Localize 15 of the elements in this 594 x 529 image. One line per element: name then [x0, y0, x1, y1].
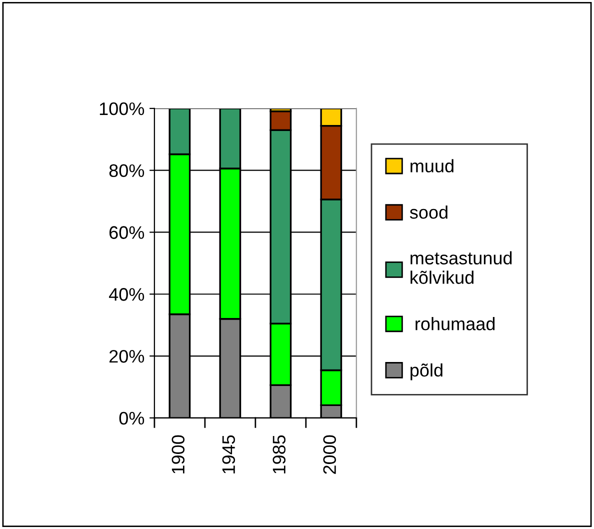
x-tick-label: 2000 [323, 435, 336, 474]
x-tick-label: 1985 [272, 435, 286, 474]
legend-label: sood [410, 206, 448, 219]
y-tick-label: 80% [109, 164, 144, 178]
y-tick-label: 20% [109, 350, 144, 363]
y-tick-label: 100% [100, 102, 144, 116]
legend-label: põld [410, 363, 442, 380]
y-tick-label: 40% [108, 288, 144, 301]
y-tick-label: 0% [119, 412, 144, 425]
legend-label: rohumaad [416, 317, 495, 330]
legend-label: muud [410, 159, 454, 172]
x-tick-label: 1900 [172, 435, 185, 474]
y-tick-label: 60% [110, 226, 144, 239]
x-tick-label: 1945 [222, 435, 236, 474]
legend-label: metsastunud kõlvikud [410, 251, 512, 284]
